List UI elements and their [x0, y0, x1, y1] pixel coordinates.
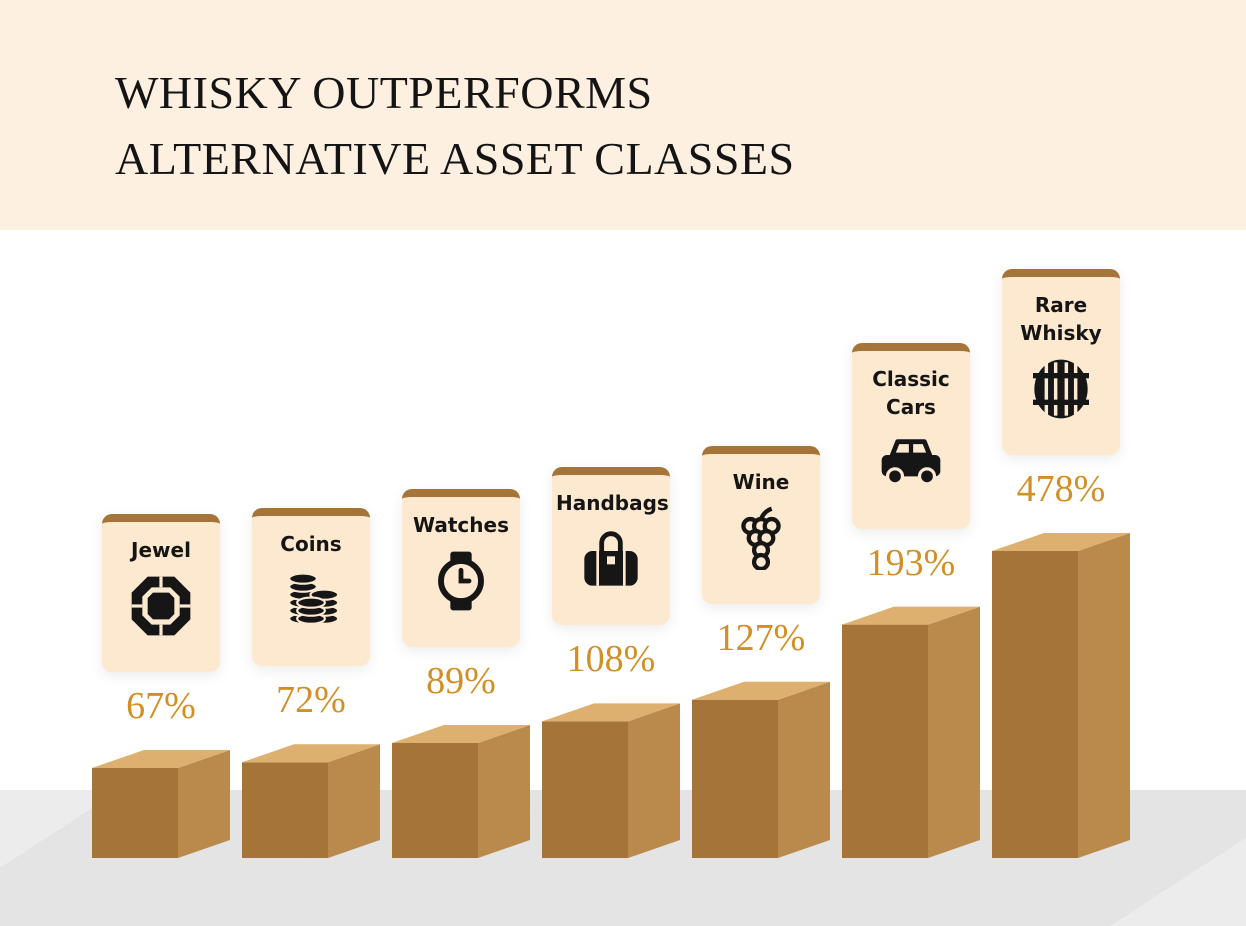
bar	[542, 703, 680, 858]
grapes-icon	[741, 506, 781, 570]
bar-top	[692, 681, 830, 700]
category-label: Coins	[280, 532, 342, 557]
bar-front	[542, 721, 628, 858]
bar-top	[542, 703, 680, 722]
bar	[842, 606, 980, 858]
category-card: Rare Whisky	[1002, 269, 1120, 455]
bar-side	[328, 744, 380, 858]
bar-side	[628, 703, 680, 858]
bar-top	[92, 750, 230, 768]
bar-front	[242, 762, 328, 858]
category-card: Coins	[252, 508, 370, 667]
barrel-icon	[1033, 359, 1089, 419]
bar-top	[242, 744, 380, 763]
jewel-icon	[131, 576, 191, 636]
title-line-2: ALTERNATIVE ASSET CLASSES	[115, 133, 795, 184]
value-label: 478%	[1016, 468, 1106, 510]
bar-side	[778, 681, 830, 858]
bar-front	[92, 768, 178, 858]
category-card: Wine	[702, 445, 820, 604]
floor-stripe	[960, 790, 1246, 926]
category-label: Jewel	[131, 538, 191, 562]
bar	[392, 724, 530, 858]
bar-top	[992, 533, 1130, 552]
bar	[992, 533, 1130, 858]
bar-front	[392, 742, 478, 858]
coins-icon	[288, 572, 340, 626]
bar-side	[928, 606, 980, 858]
bar-front	[692, 699, 778, 858]
category-card: Classic Cars	[852, 342, 970, 529]
category-label: Handbags	[556, 491, 669, 516]
value-label: 193%	[866, 541, 956, 584]
handbag-icon	[584, 531, 638, 586]
value-label: 67%	[126, 685, 196, 727]
category-card: Jewel	[102, 514, 220, 672]
category-label: Watches	[413, 512, 509, 537]
value-label: 89%	[426, 659, 496, 702]
bar-side	[478, 724, 530, 858]
chart-title: WHISKY OUTPERFORMS ALTERNATIVE ASSET CLA…	[115, 60, 875, 192]
watch-icon	[438, 551, 484, 611]
bar-top	[842, 606, 980, 625]
bar-side	[1078, 533, 1130, 858]
category-label: Wine	[732, 469, 790, 494]
car-icon	[881, 438, 941, 486]
value-label: 72%	[276, 679, 346, 722]
bar	[92, 750, 230, 858]
value-label: 127%	[716, 616, 806, 659]
title-banner	[0, 0, 1246, 230]
bar-top	[392, 724, 530, 743]
bar-side	[178, 750, 230, 858]
category-label: Classic Cars	[872, 366, 950, 419]
category-card: Watches	[402, 488, 520, 647]
title-line-1: WHISKY OUTPERFORMS	[115, 67, 653, 118]
value-label: 108%	[566, 638, 656, 681]
bar-front	[992, 551, 1078, 858]
category-label: Rare Whisky	[1020, 293, 1102, 345]
bar	[692, 681, 830, 858]
bar	[242, 744, 380, 858]
category-card: Handbags	[552, 467, 670, 626]
bar-front	[842, 624, 928, 858]
